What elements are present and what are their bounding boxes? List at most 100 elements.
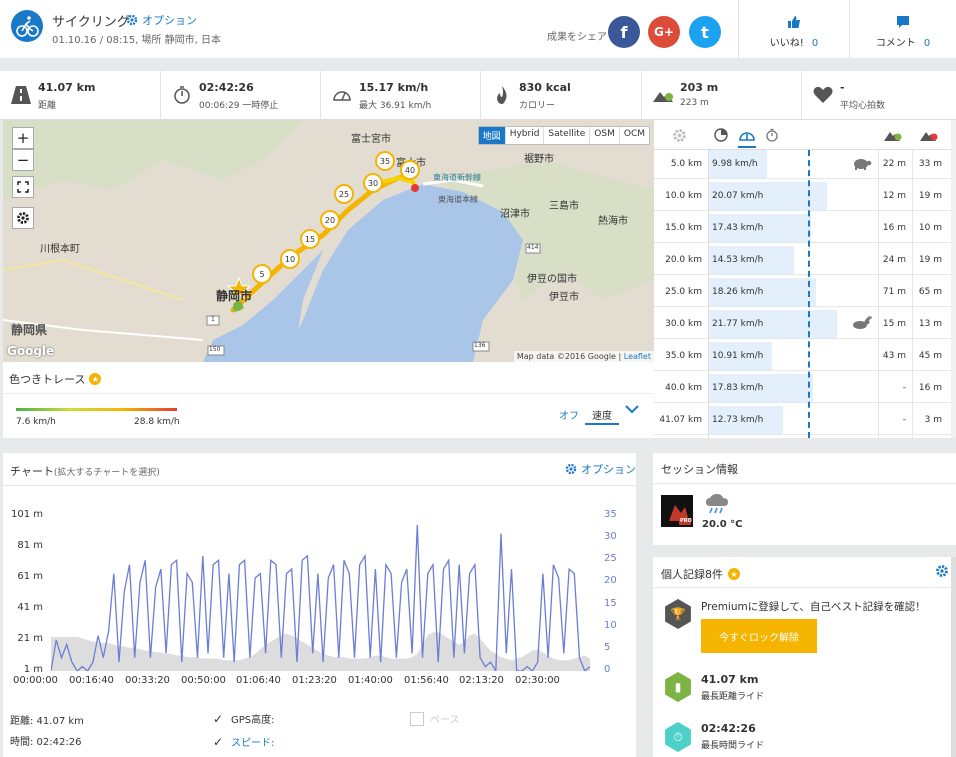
map-settings-button[interactable] [12,207,34,229]
split-speed: 17.83 km/h [712,383,764,393]
chart-options-link[interactable]: オプション [565,461,636,477]
split-descent: 65 m [918,287,942,297]
gear-icon [17,212,29,224]
km-marker[interactable]: 25 [334,184,354,204]
average-speed-line [808,150,810,438]
speedometer-icon [333,91,351,101]
premium-star-icon: ★ [728,568,740,580]
km-marker[interactable]: 15 [300,229,320,249]
divider [738,0,739,58]
trophy-icon: 🏆 [665,599,691,629]
legend-speed[interactable]: ✓ スピード: [211,734,275,750]
elevation-up-icon [653,92,673,102]
split-row: 41.07 km 12.73 km/h - 3 m [654,406,951,435]
split-ascent: 24 m [882,255,906,265]
google-logo: Google [7,344,55,358]
road-number: 136 [474,342,486,349]
map-attribution: Map data ©2016 Google | Leaflet [513,351,654,362]
split-distance: 25.0 km [665,287,702,297]
record-label: 最長距離ライド [701,692,765,702]
trace-title-text: 色つきトレース [9,373,86,386]
map-tab-osm[interactable]: OSM [590,127,620,144]
chevron-down-icon[interactable] [625,404,639,414]
km-marker[interactable]: 10 [280,249,300,269]
road-number: 1 [211,316,215,323]
split-speed: 9.98 km/h [712,159,758,169]
split-distance: 20.0 km [665,255,702,265]
distance-readout-text: 距離: 41.07 km [10,716,84,727]
leaflet-link[interactable]: Leaflet [623,352,651,361]
km-marker[interactable]: 35 [375,151,395,171]
map-label: 東海道本線 [438,195,478,204]
x-axis-tick: 00:33:20 [125,675,170,686]
checkmark-icon[interactable]: ✓ [212,734,224,749]
split-row: 40.0 km 17.83 km/h - 16 m [654,374,951,403]
legend-speed-label: スピード: [231,738,275,749]
legend-gps-label: GPS高度: [231,715,275,726]
twitter-share-button[interactable]: t [689,16,721,48]
page-scrollbar[interactable] [951,557,956,757]
map-tab-map[interactable]: 地図 [478,127,506,144]
trace-speed-option[interactable]: 速度 [585,403,619,425]
x-axis-tick: 01:56:40 [404,675,449,686]
facebook-share-button[interactable]: f [608,16,640,48]
pace-icon[interactable] [714,128,728,142]
x-axis-tick: 00:16:40 [69,675,114,686]
split-speed-bar [708,214,811,242]
record-value: 02:42:26 [701,722,756,735]
split-speed: 12.73 km/h [712,415,764,425]
x-axis-tick: 01:40:00 [348,675,393,686]
speedometer-icon[interactable] [738,127,756,143]
speed-line [51,524,591,671]
split-row: 30.0 km 21.77 km/h 15 m 13 m [654,310,951,339]
fullscreen-button[interactable] [12,176,34,198]
personal-records-panel: 個人記録8件 ★ 🏆 Premiumに登録して、自己ベスト記録を確認！ 今すぐロ… [653,557,956,757]
divider [849,0,850,58]
map-tab-ocm[interactable]: OCM [623,129,645,139]
like-button[interactable]: いいね! 0 [739,0,849,58]
divider [653,587,956,588]
google-share-button[interactable]: G+ [648,16,680,48]
heart-icon [813,86,833,103]
gear-icon[interactable] [935,564,949,578]
session-info-panel: セッション情報 PRO 20.0 °C [653,453,956,545]
stat-value: 02:42:26 [199,81,254,94]
zoom-out-button[interactable]: − [12,149,34,171]
route-map[interactable]: 414 1 150 136 富士宮市 富士市 裾野市 東海道新幹線 東海道本線 … [3,120,654,362]
km-marker[interactable]: 20 [320,210,340,230]
map-tab-satellite[interactable]: Satellite [544,127,591,144]
comment-count: 0 [923,38,931,49]
split-ascent: 22 m [882,159,906,169]
options-link[interactable]: オプション [126,12,197,28]
split-row: 20.0 km 14.53 km/h 24 m 19 m [654,246,951,275]
km-marker[interactable]: 30 [363,173,383,193]
checkbox-empty[interactable] [410,711,424,726]
time-readout-text: 時間: 02:42:26 [10,737,82,748]
split-speed: 17.43 km/h [712,223,764,233]
stopwatch-icon[interactable] [765,128,779,142]
x-axis-tick: 00:50:00 [181,675,226,686]
zoom-in-button[interactable]: + [12,127,34,149]
km-marker[interactable]: 5 [252,264,272,284]
like-count: 0 [811,38,819,49]
stat-duration: 02:42:26 00:06:29 一時停止 [161,71,321,120]
km-marker[interactable]: 40 [400,160,420,180]
splits-scrollbar[interactable] [951,120,956,438]
gradient-max: 28.8 km/h [134,417,180,427]
y-right-axis-tick: 25 [604,553,617,565]
checkmark-icon[interactable]: ✓ [212,711,224,726]
comment-button[interactable]: コメント 0 [850,0,956,58]
split-speed-bar [708,406,783,434]
legend-gps-altitude[interactable]: ✓ GPS高度: [211,711,275,727]
x-axis-tick: 01:23:20 [292,675,337,686]
unlock-button[interactable]: 今すぐロック解除 [701,619,817,653]
trace-off-option[interactable]: オフ [559,411,579,422]
split-descent: 45 m [918,351,942,361]
divider [878,150,879,438]
record-label: 最長時間ライド [701,741,765,751]
map-tab-hybrid[interactable]: Hybrid [506,127,545,144]
legend-pace[interactable]: ペース [410,711,460,726]
split-distance: 10.0 km [665,191,702,201]
elevation-speed-chart[interactable] [51,516,596,671]
gear-icon[interactable] [672,128,687,143]
